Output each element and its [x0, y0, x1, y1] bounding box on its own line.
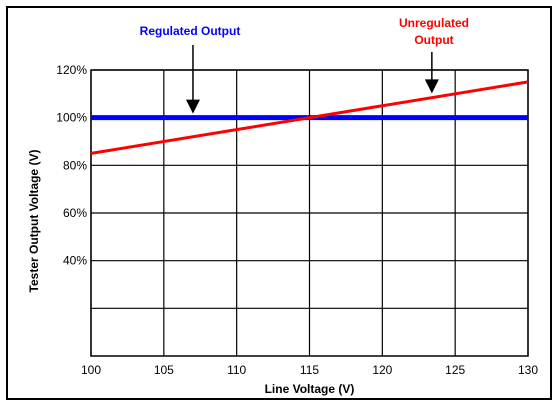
y-tick-label: 80% [63, 158, 87, 172]
plot-area-border [90, 69, 529, 357]
annotation-label: Unregulated [399, 16, 469, 30]
x-tick-label: 100 [81, 363, 101, 377]
y-tick-label: 40% [63, 254, 87, 268]
x-tick-label: 105 [154, 363, 174, 377]
annotation-arrow-head [185, 99, 200, 114]
chart-frame [6, 6, 552, 400]
x-axis-title: Line Voltage (V) [265, 382, 355, 396]
annotation-label: Output [414, 33, 453, 47]
y-tick-label: 60% [63, 206, 87, 220]
tick-labels: 100 105 110 115 120 125 130 40% 60% 80% 100% 120% [56, 63, 538, 377]
x-tick-label: 130 [518, 363, 538, 377]
annotation-arrow-head [424, 79, 439, 94]
series-layer [90, 80, 529, 155]
y-axis-title: Tester Output Voltage (V) [27, 150, 41, 293]
annotations: Regulated Output Unregulated Output [140, 16, 469, 114]
x-tick-label: 110 [227, 363, 246, 377]
x-tick-label: 120 [372, 363, 392, 377]
series-line-unregulated [90, 80, 529, 155]
y-tick-label: 100% [56, 111, 87, 125]
x-tick-label: 125 [445, 363, 465, 377]
x-tick-label: 115 [300, 363, 319, 377]
y-tick-label: 120% [56, 63, 87, 77]
annotation-label: Regulated Output [140, 24, 241, 38]
